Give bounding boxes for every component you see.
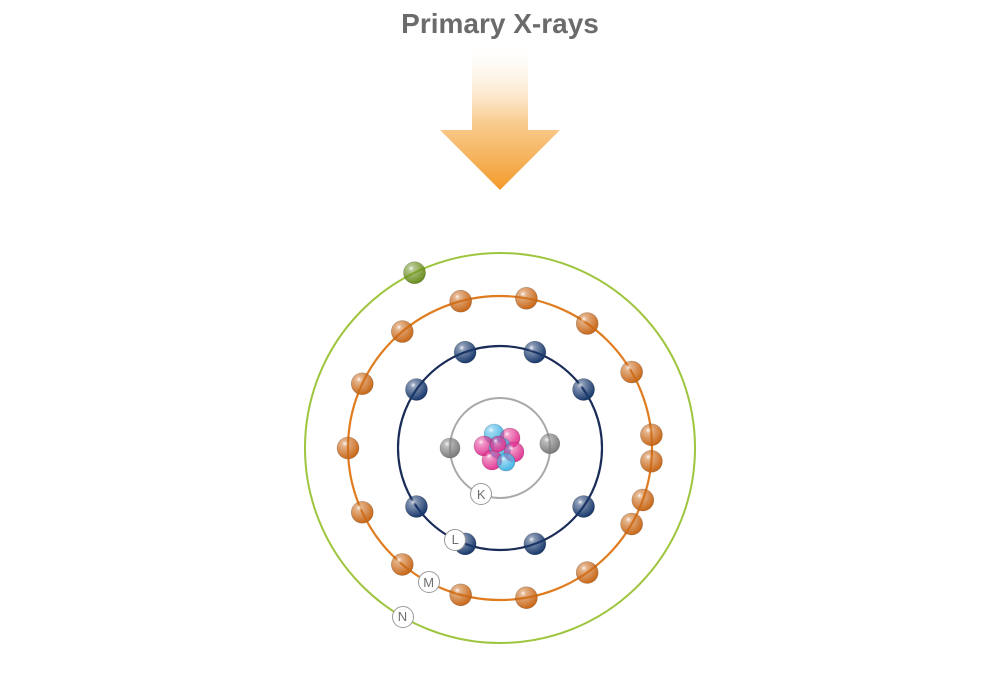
electron-k-icon <box>540 434 560 454</box>
diagram-stage: Primary X-rays KLMN <box>0 0 1000 683</box>
shell-label-k: K <box>470 483 492 505</box>
shell-label-n: N <box>392 606 414 628</box>
electron-l-icon <box>405 378 427 400</box>
electron-m-icon <box>640 450 662 472</box>
electron-l-icon <box>524 533 546 555</box>
electron-m-icon <box>515 587 537 609</box>
electron-l-icon <box>405 496 427 518</box>
electron-m-icon <box>621 361 643 383</box>
electron-n-icon <box>404 262 426 284</box>
electron-m-icon <box>337 437 359 459</box>
primary-xray-arrow-icon <box>440 40 560 190</box>
diagram-svg <box>0 0 1000 683</box>
electron-l-icon <box>524 341 546 363</box>
electron-l-icon <box>573 378 595 400</box>
nucleon-icon <box>497 453 515 471</box>
electron-m-icon <box>351 501 373 523</box>
electron-m-icon <box>391 321 413 343</box>
electron-m-icon <box>632 489 654 511</box>
electron-l-icon <box>573 496 595 518</box>
electron-m-icon <box>640 424 662 446</box>
electron-m-icon <box>515 287 537 309</box>
electron-m-icon <box>351 373 373 395</box>
electron-k-icon <box>440 438 460 458</box>
electron-m-icon <box>621 513 643 535</box>
electron-m-icon <box>450 584 472 606</box>
nucleon-icon <box>490 436 506 452</box>
electron-l-icon <box>454 341 476 363</box>
electron-m-icon <box>391 553 413 575</box>
electron-m-icon <box>576 562 598 584</box>
shell-label-l: L <box>444 529 466 551</box>
shell-label-m: M <box>418 571 440 593</box>
electron-m-icon <box>450 290 472 312</box>
electron-m-icon <box>576 312 598 334</box>
